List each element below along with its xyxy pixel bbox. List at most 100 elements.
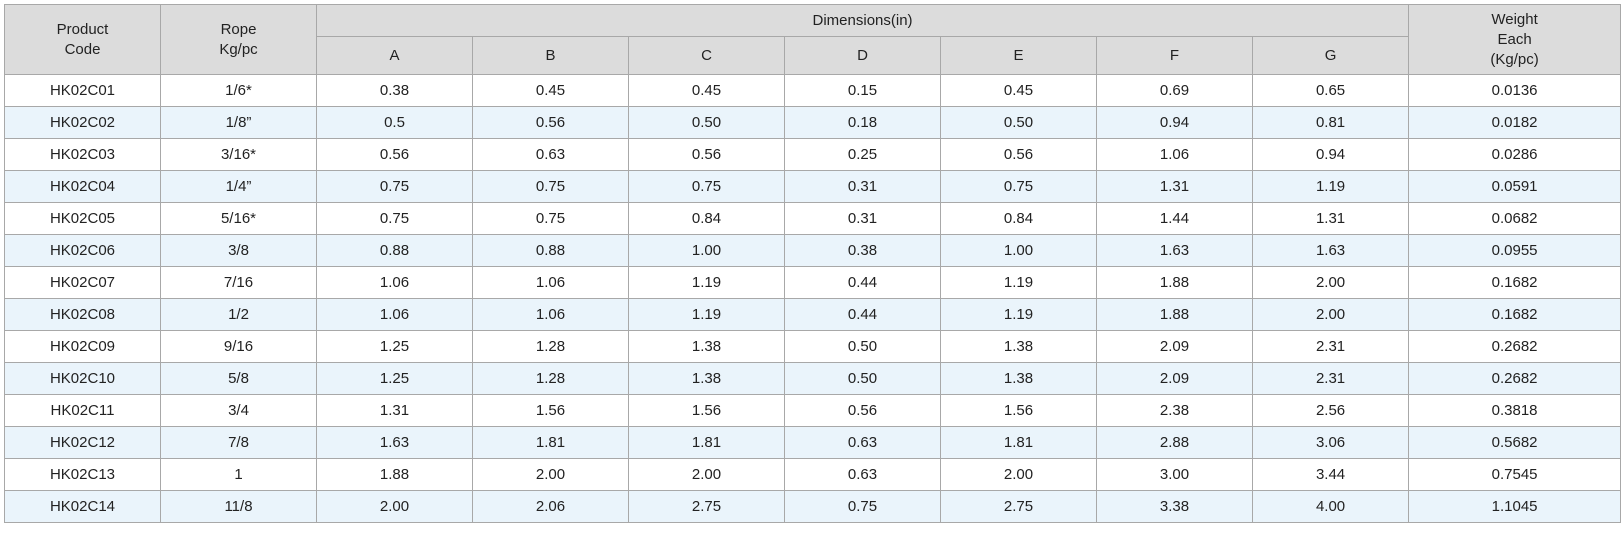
dim-f-cell: 2.09 bbox=[1096, 362, 1253, 395]
product-code-cell: HK02C03 bbox=[4, 138, 161, 171]
table-row: HK02C06 3/8 0.88 0.88 1.00 0.38 1.00 1.63 1.63 0.… bbox=[4, 234, 1622, 267]
table-row: HK02C04 1/4” 0.75 0.75 0.75 0.31 0.75 1.31 1.19 0… bbox=[4, 170, 1622, 203]
dim-d-cell: 0.18 bbox=[784, 106, 941, 139]
dim-b-cell: 0.88 bbox=[472, 234, 629, 267]
weight-cell: 0.0955 bbox=[1408, 234, 1622, 267]
rope-cell: 1/4” bbox=[160, 170, 317, 203]
dim-g-cell: 3.06 bbox=[1251, 426, 1410, 459]
dim-c-cell: 0.50 bbox=[628, 106, 785, 139]
dim-d-cell: 0.50 bbox=[784, 362, 941, 395]
dim-g-cell: 4.00 bbox=[1251, 490, 1410, 523]
dim-e-cell: 2.00 bbox=[940, 458, 1097, 491]
dim-b-cell: 1.06 bbox=[472, 266, 629, 299]
product-code-cell: HK02C13 bbox=[4, 458, 161, 491]
table-header: Product Code Rope Kg/pc Dimensions(in) W… bbox=[4, 4, 1622, 75]
dim-c-cell: 1.19 bbox=[628, 266, 785, 299]
rope-cell: 3/4 bbox=[160, 394, 317, 427]
dim-b-cell: 2.06 bbox=[472, 490, 629, 523]
product-code-cell: HK02C02 bbox=[4, 106, 161, 139]
dim-f-cell: 0.69 bbox=[1096, 74, 1253, 107]
header-product-code: Product Code bbox=[4, 4, 161, 75]
header-dim-f: F bbox=[1096, 36, 1253, 75]
dim-c-cell: 1.00 bbox=[628, 234, 785, 267]
product-code-cell: HK02C01 bbox=[4, 74, 161, 107]
dim-b-cell: 2.00 bbox=[472, 458, 629, 491]
table-row: HK02C11 3/4 1.31 1.56 1.56 0.56 1.56 2.38 2.56 0.… bbox=[4, 394, 1622, 427]
dim-a-cell: 1.63 bbox=[316, 426, 473, 459]
dim-d-cell: 0.31 bbox=[784, 170, 941, 203]
dim-f-cell: 2.88 bbox=[1096, 426, 1253, 459]
header-dim-e: E bbox=[940, 36, 1097, 75]
weight-cell: 0.0136 bbox=[1408, 74, 1622, 107]
dim-d-cell: 0.75 bbox=[784, 490, 941, 523]
dim-c-cell: 1.19 bbox=[628, 298, 785, 331]
dim-c-cell: 0.45 bbox=[628, 74, 785, 107]
rope-cell: 3/8 bbox=[160, 234, 317, 267]
product-code-cell: HK02C06 bbox=[4, 234, 161, 267]
dim-b-cell: 0.45 bbox=[472, 74, 629, 107]
dim-f-cell: 2.09 bbox=[1096, 330, 1253, 363]
dim-f-cell: 3.00 bbox=[1096, 458, 1253, 491]
product-spec-table: Product Code Rope Kg/pc Dimensions(in) W… bbox=[4, 4, 1622, 523]
header-dimensions: Dimensions(in) bbox=[315, 4, 1410, 37]
dim-b-cell: 1.81 bbox=[472, 426, 629, 459]
dim-c-cell: 0.84 bbox=[628, 202, 785, 235]
dim-a-cell: 1.25 bbox=[316, 362, 473, 395]
dim-f-cell: 3.38 bbox=[1096, 490, 1253, 523]
header-weight-each: Weight Each (Kg/pc) bbox=[1408, 4, 1622, 75]
dim-d-cell: 0.63 bbox=[784, 426, 941, 459]
table-row: HK02C08 1/2 1.06 1.06 1.19 0.44 1.19 1.88 2.00 0.… bbox=[4, 298, 1622, 331]
header-weight-line3: (Kg/pc) bbox=[1490, 50, 1539, 68]
dim-a-cell: 1.25 bbox=[316, 330, 473, 363]
dim-b-cell: 1.56 bbox=[472, 394, 629, 427]
header-product-code-line1: Product bbox=[56, 20, 109, 38]
dim-d-cell: 0.15 bbox=[784, 74, 941, 107]
dim-d-cell: 0.63 bbox=[784, 458, 941, 491]
weight-cell: 0.0682 bbox=[1408, 202, 1622, 235]
dim-d-cell: 0.56 bbox=[784, 394, 941, 427]
header-weight-line2: Each bbox=[1497, 30, 1532, 48]
rope-cell: 9/16 bbox=[160, 330, 317, 363]
dim-e-cell: 1.56 bbox=[940, 394, 1097, 427]
product-code-cell: HK02C14 bbox=[4, 490, 161, 523]
header-rope-line2: Kg/pc bbox=[219, 40, 258, 58]
dim-e-cell: 1.19 bbox=[940, 298, 1097, 331]
dim-b-cell: 0.63 bbox=[472, 138, 629, 171]
dim-d-cell: 0.38 bbox=[784, 234, 941, 267]
dim-c-cell: 2.00 bbox=[628, 458, 785, 491]
table-row: HK02C07 7/16 1.06 1.06 1.19 0.44 1.19 1.88 2.00 0… bbox=[4, 266, 1622, 299]
dim-a-cell: 1.88 bbox=[316, 458, 473, 491]
dim-b-cell: 0.75 bbox=[472, 170, 629, 203]
dim-c-cell: 1.81 bbox=[628, 426, 785, 459]
dim-c-cell: 0.75 bbox=[628, 170, 785, 203]
header-weight-line1: Weight bbox=[1491, 10, 1538, 28]
weight-cell: 0.5682 bbox=[1408, 426, 1622, 459]
weight-cell: 0.1682 bbox=[1408, 298, 1622, 331]
dim-e-cell: 0.84 bbox=[940, 202, 1097, 235]
dim-b-cell: 0.56 bbox=[472, 106, 629, 139]
dim-g-cell: 1.31 bbox=[1251, 202, 1410, 235]
dim-e-cell: 0.45 bbox=[940, 74, 1097, 107]
table-row: HK02C10 5/8 1.25 1.28 1.38 0.50 1.38 2.09 2.31 0.… bbox=[4, 362, 1622, 395]
dim-d-cell: 0.44 bbox=[784, 266, 941, 299]
dim-e-cell: 0.50 bbox=[940, 106, 1097, 139]
dim-g-cell: 2.56 bbox=[1251, 394, 1410, 427]
dim-f-cell: 1.06 bbox=[1096, 138, 1253, 171]
dim-f-cell: 1.63 bbox=[1096, 234, 1253, 267]
weight-cell: 0.1682 bbox=[1408, 266, 1622, 299]
dim-e-cell: 1.00 bbox=[940, 234, 1097, 267]
table-row: HK02C13 1 1.88 2.00 2.00 0.63 2.00 3.00 3.44 0.75… bbox=[4, 458, 1622, 491]
weight-cell: 0.3818 bbox=[1408, 394, 1622, 427]
dim-g-cell: 0.94 bbox=[1251, 138, 1410, 171]
dim-e-cell: 1.19 bbox=[940, 266, 1097, 299]
header-dim-b: B bbox=[472, 36, 629, 75]
dim-a-cell: 0.56 bbox=[316, 138, 473, 171]
rope-cell: 1/2 bbox=[160, 298, 317, 331]
dim-c-cell: 1.56 bbox=[628, 394, 785, 427]
weight-cell: 0.0182 bbox=[1408, 106, 1622, 139]
dim-c-cell: 2.75 bbox=[628, 490, 785, 523]
dim-a-cell: 0.88 bbox=[316, 234, 473, 267]
product-code-cell: HK02C12 bbox=[4, 426, 161, 459]
weight-cell: 0.2682 bbox=[1408, 330, 1622, 363]
dim-f-cell: 1.31 bbox=[1096, 170, 1253, 203]
